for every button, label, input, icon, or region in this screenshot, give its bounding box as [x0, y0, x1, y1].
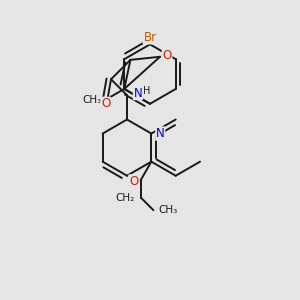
Text: O: O: [101, 97, 110, 110]
Text: CH₃: CH₃: [159, 205, 178, 215]
Text: O: O: [163, 49, 172, 62]
Text: Br: Br: [143, 31, 157, 44]
Text: CH₃: CH₃: [82, 95, 101, 105]
Text: H: H: [142, 86, 150, 96]
Text: O: O: [129, 175, 138, 188]
Text: N: N: [156, 127, 165, 140]
Text: CH₂: CH₂: [115, 193, 134, 202]
Text: N: N: [134, 86, 142, 100]
